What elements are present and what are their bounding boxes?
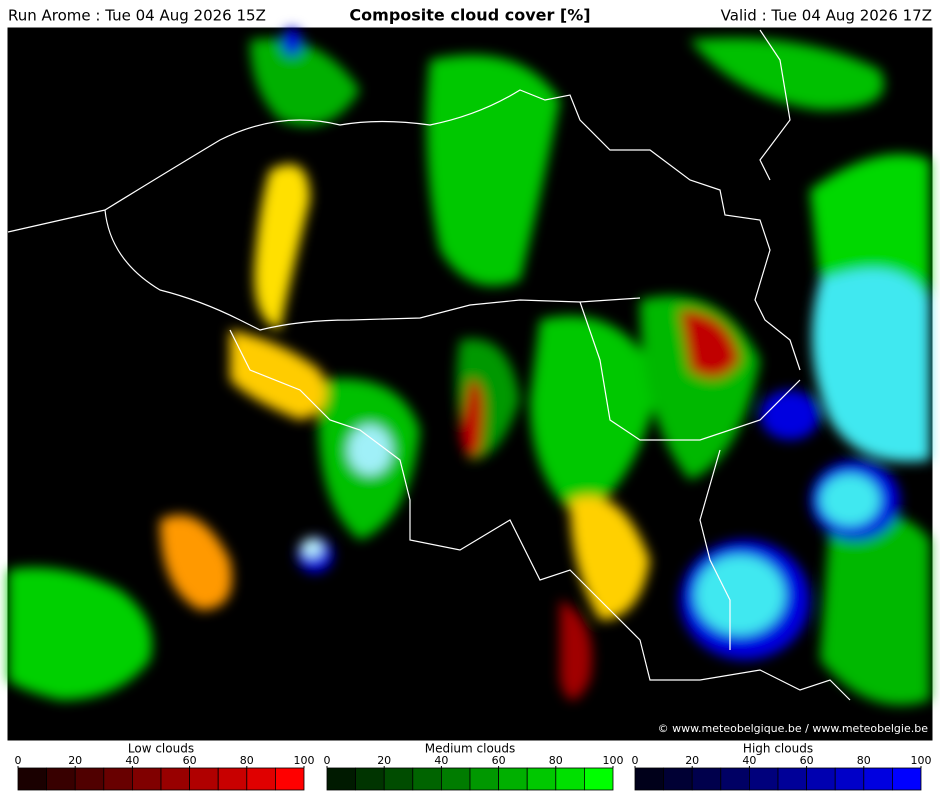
color-swatch <box>160 767 191 791</box>
map-title: Composite cloud cover [%] <box>349 6 590 25</box>
tick-label: 100 <box>294 754 315 767</box>
tick-label: 40 <box>434 754 448 767</box>
color-swatch <box>17 767 48 791</box>
color-swatch <box>131 767 162 791</box>
tick-label: 80 <box>857 754 871 767</box>
color-swatch <box>74 767 105 791</box>
color-swatch <box>355 767 385 791</box>
tick-label: 20 <box>377 754 391 767</box>
color-swatch <box>806 767 836 791</box>
tick-label: 60 <box>492 754 506 767</box>
color-swatch <box>555 767 585 791</box>
color-swatch <box>749 767 779 791</box>
map: © www.meteobelgique.be / www.meteobelgie… <box>7 27 933 741</box>
tick-label: 80 <box>240 754 254 767</box>
color-swatch <box>469 767 500 791</box>
color-swatch <box>892 767 922 791</box>
color-swatch <box>189 767 219 791</box>
color-swatch <box>46 767 76 791</box>
borders <box>7 29 851 701</box>
legends: Low clouds 0 20 40 60 80 100 Medium clouds 0 20 40… <box>15 742 932 791</box>
color-swatch <box>440 767 471 791</box>
credit: © www.meteobelgique.be / www.meteobelgie… <box>658 722 929 735</box>
tick-label: 100 <box>911 754 932 767</box>
color-swatch <box>103 767 133 791</box>
tick-label: 0 <box>15 754 22 767</box>
color-swatch <box>584 767 614 791</box>
cloud-field <box>8 28 930 705</box>
color-swatch <box>863 767 893 791</box>
run-label: Run Arome : Tue 04 Aug 2026 15Z <box>8 7 266 25</box>
color-swatch <box>526 767 557 791</box>
color-swatch <box>383 767 414 791</box>
tick-label: 60 <box>800 754 814 767</box>
tick-label: 40 <box>125 754 139 767</box>
tick-label: 100 <box>603 754 624 767</box>
color-swatch <box>412 767 442 791</box>
tick-label: 60 <box>183 754 197 767</box>
legend-label: Medium clouds <box>425 742 516 756</box>
legend-label: Low clouds <box>128 742 194 756</box>
color-swatch <box>498 767 528 791</box>
color-swatch <box>663 767 693 791</box>
color-swatch <box>326 767 357 791</box>
valid-label: Valid : Tue 04 Aug 2026 17Z <box>721 7 932 25</box>
tick-label: 20 <box>685 754 699 767</box>
tick-label: 80 <box>549 754 563 767</box>
color-swatch <box>834 767 865 791</box>
color-swatch <box>720 767 750 791</box>
tick-label: 40 <box>742 754 756 767</box>
color-swatch <box>634 767 665 791</box>
color-swatch <box>217 767 248 791</box>
color-swatch <box>246 767 276 791</box>
tick-label: 0 <box>324 754 331 767</box>
color-swatch <box>691 767 722 791</box>
color-swatch <box>777 767 808 791</box>
color-swatch <box>274 767 305 791</box>
tick-label: 0 <box>632 754 639 767</box>
tick-label: 20 <box>68 754 82 767</box>
legend-label: High clouds <box>743 742 813 756</box>
